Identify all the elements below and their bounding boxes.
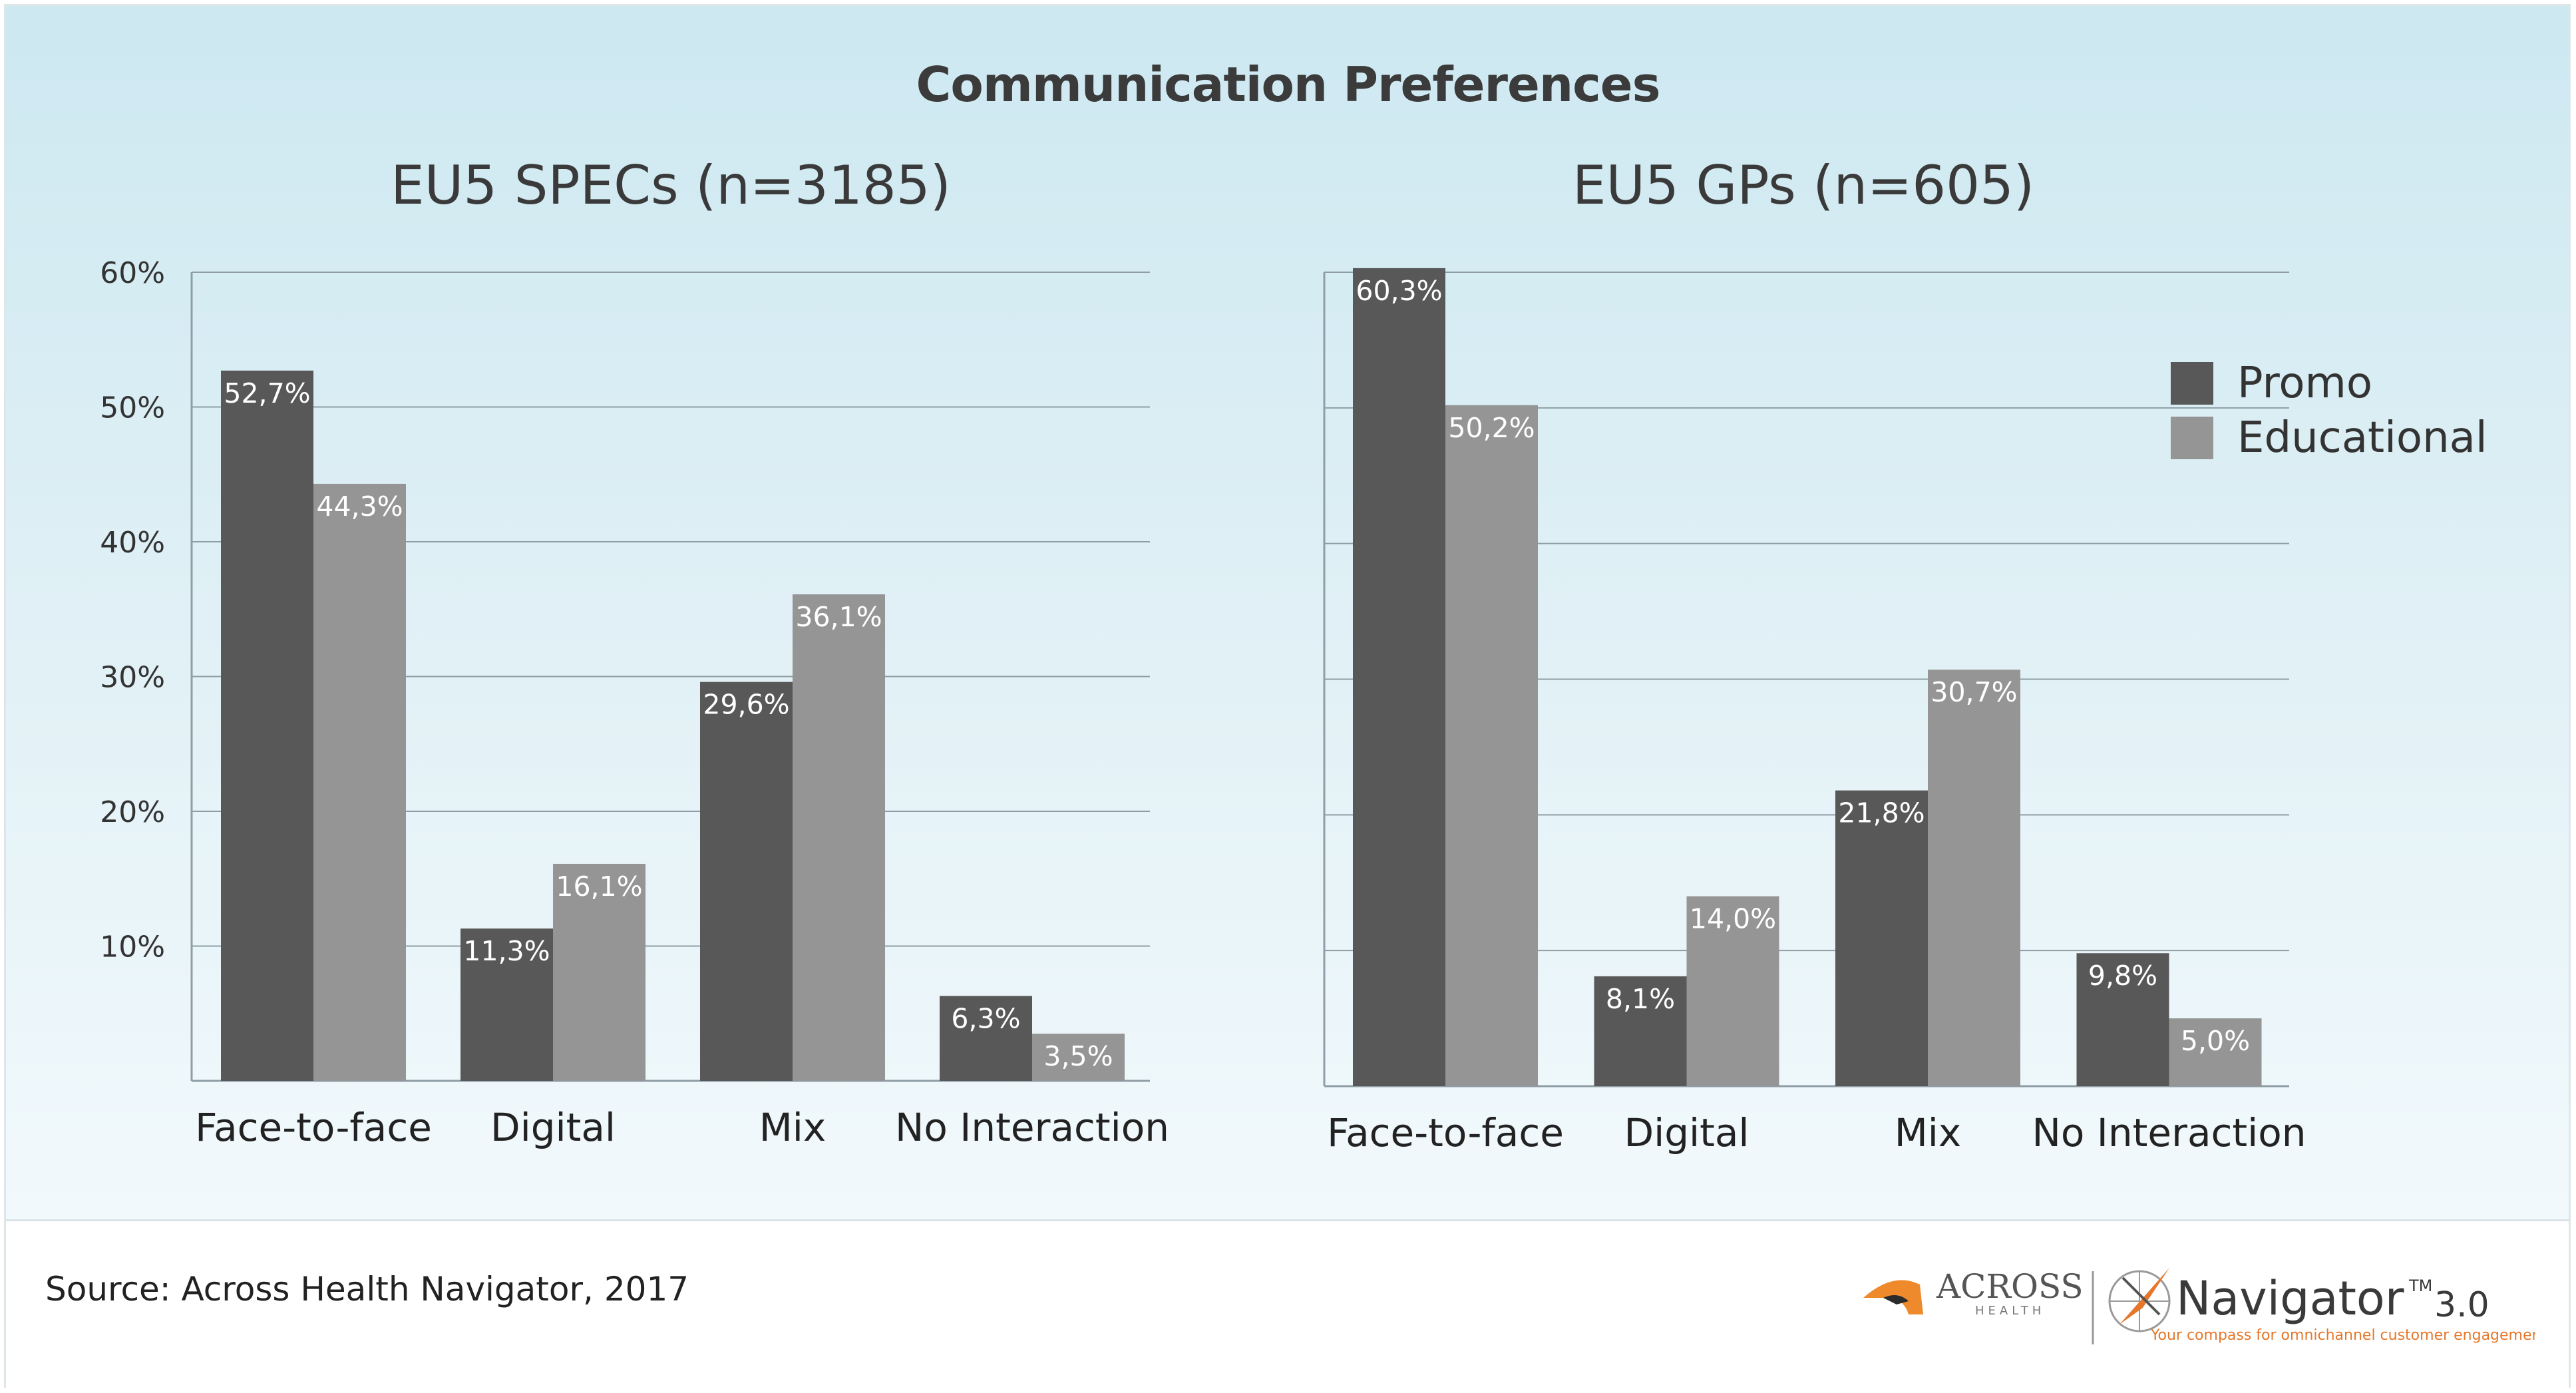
gps-data-label: 60,3% bbox=[1356, 275, 1442, 307]
specs-data-label: 29,6% bbox=[703, 689, 789, 721]
gps-bar-educational-mix bbox=[1928, 670, 2020, 1086]
gps-bar-educational-face-to-face bbox=[1445, 405, 1538, 1086]
legend-label-educational: Educational bbox=[2237, 413, 2487, 463]
gps-bar-educational-digital bbox=[1686, 896, 1779, 1086]
gps-category-label: No Interaction bbox=[2032, 1110, 2306, 1155]
across-subtitle: HEALTH bbox=[1975, 1304, 2045, 1318]
across-health-logo: ACROSS HEALTH bbox=[1863, 1267, 2084, 1318]
gps-category-label: Face-to-face bbox=[1327, 1110, 1564, 1155]
legend-label-promo: Promo bbox=[2237, 359, 2373, 408]
specs-data-label: 44,3% bbox=[316, 491, 403, 522]
specs-y-tick-label: 40% bbox=[100, 526, 165, 560]
gps-bar-promo-mix bbox=[1835, 790, 1928, 1086]
specs-y-tick-label: 50% bbox=[100, 391, 165, 425]
specs-category-label: Mix bbox=[759, 1105, 826, 1150]
gps-data-label: 50,2% bbox=[1448, 412, 1535, 444]
navigator-tagline: Your compass for omnichannel customer en… bbox=[2150, 1327, 2535, 1344]
navigator-tm: TM bbox=[2408, 1277, 2432, 1295]
specs-bar-educational-mix bbox=[793, 594, 885, 1081]
specs-bar-promo-no-interaction bbox=[940, 996, 1032, 1081]
chart-title-gps: EU5 GPs (n=605) bbox=[1572, 154, 2035, 216]
gps-data-label: 9,8% bbox=[2088, 960, 2157, 992]
specs-data-label: 36,1% bbox=[795, 601, 882, 633]
navigator-logo: Navigator TM 3.0 Your compass for omnich… bbox=[2108, 1268, 2535, 1344]
legend: Promo Educational bbox=[2171, 356, 2487, 465]
specs-category-label: No Interaction bbox=[895, 1105, 1169, 1150]
gps-category-label: Mix bbox=[1895, 1110, 1961, 1155]
specs-y-tick-label: 10% bbox=[100, 930, 165, 964]
specs-data-label: 16,1% bbox=[556, 871, 642, 902]
specs-data-label: 6,3% bbox=[951, 1002, 1020, 1034]
gps-data-label: 21,8% bbox=[1838, 797, 1925, 829]
specs-bar-educational-digital bbox=[553, 863, 645, 1081]
specs-data-label: 52,7% bbox=[224, 377, 310, 409]
gps-bar-promo-digital bbox=[1594, 976, 1687, 1086]
gps-bar-promo-no-interaction bbox=[2076, 953, 2169, 1086]
legend-swatch-promo bbox=[2171, 362, 2213, 405]
gps-data-label: 8,1% bbox=[1606, 983, 1675, 1015]
gps-data-label: 14,0% bbox=[1690, 903, 1776, 935]
specs-bar-promo-mix bbox=[700, 682, 793, 1081]
chart-title-specs: EU5 SPECs (n=3185) bbox=[391, 154, 951, 216]
specs-data-label: 11,3% bbox=[463, 935, 550, 967]
specs-bar-promo-digital bbox=[460, 928, 553, 1081]
gps-data-label: 5,0% bbox=[2181, 1025, 2250, 1057]
navigator-wordmark: Navigator bbox=[2176, 1271, 2404, 1326]
source-note: Source: Across Health Navigator, 2017 bbox=[45, 1270, 689, 1308]
specs-bar-promo-face-to-face bbox=[221, 370, 313, 1082]
specs-bar-educational-face-to-face bbox=[313, 483, 406, 1081]
logos: ACROSS HEALTH Navigator TM 3.0 Your comp… bbox=[1863, 1267, 2535, 1344]
specs-bar-educational-no-interaction bbox=[1032, 1034, 1125, 1081]
legend-swatch-educational bbox=[2171, 417, 2213, 459]
across-wordmark: ACROSS bbox=[1936, 1267, 2084, 1306]
specs-category-label: Digital bbox=[490, 1105, 616, 1150]
specs-y-tick-label: 60% bbox=[100, 256, 165, 290]
specs-y-tick-label: 20% bbox=[100, 795, 165, 829]
specs-category-label: Face-to-face bbox=[195, 1105, 432, 1150]
gps-data-label: 30,7% bbox=[1931, 676, 2017, 708]
legend-item-educational: Educational bbox=[2171, 411, 2487, 465]
specs-data-label: 3,5% bbox=[1043, 1040, 1113, 1072]
navigator-version: 3.0 bbox=[2434, 1285, 2489, 1325]
specs-y-tick-label: 30% bbox=[100, 661, 165, 695]
gps-bar-educational-no-interaction bbox=[2169, 1018, 2262, 1086]
gps-category-label: Digital bbox=[1624, 1110, 1749, 1155]
gps-bar-promo-face-to-face bbox=[1353, 268, 1445, 1086]
legend-item-promo: Promo bbox=[2171, 356, 2487, 411]
main-title: Communication Preferences bbox=[916, 57, 1661, 112]
